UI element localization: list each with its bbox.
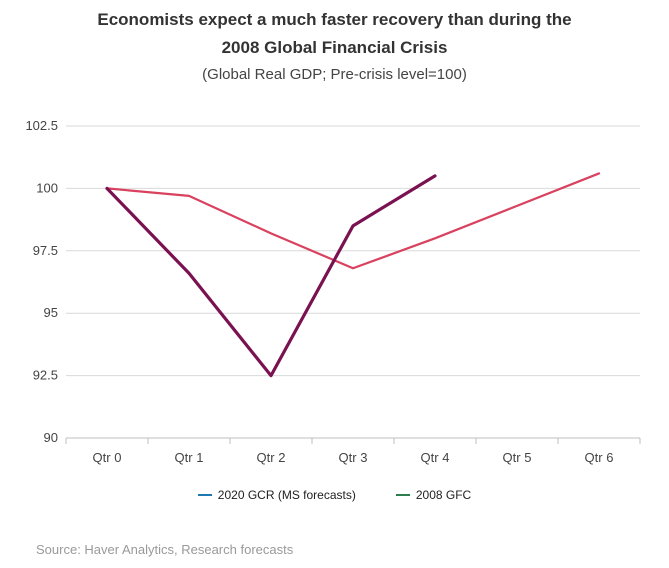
y-tick-label: 95 bbox=[44, 305, 58, 320]
x-tick-label: Qtr 3 bbox=[339, 450, 368, 465]
x-tick-label: Qtr 0 bbox=[93, 450, 122, 465]
legend-swatch-2020 bbox=[197, 494, 212, 496]
series-line-2020-gcr bbox=[105, 174, 437, 378]
x-tick-label: Qtr 4 bbox=[421, 450, 450, 465]
chart-title-line2: 2008 Global Financial Crisis bbox=[221, 38, 448, 57]
y-tick-label: 102.5 bbox=[25, 118, 58, 133]
y-tick-label: 92.5 bbox=[33, 368, 58, 383]
y-tick-label: 100 bbox=[36, 180, 58, 195]
x-tick-label: Qtr 6 bbox=[585, 450, 614, 465]
legend-item-2020: 2020 GCR (MS forecasts) bbox=[197, 488, 356, 502]
x-tick-label: Qtr 2 bbox=[257, 450, 286, 465]
legend: 2020 GCR (MS forecasts) 2008 GFC bbox=[0, 488, 669, 502]
legend-item-2008: 2008 GFC bbox=[395, 488, 472, 502]
y-tick-label: 90 bbox=[44, 430, 58, 445]
chart-subtitle: (Global Real GDP; Pre-crisis level=100) bbox=[202, 66, 467, 83]
legend-label-2020: 2020 GCR (MS forecasts) bbox=[217, 488, 356, 502]
x-tick-label: Qtr 5 bbox=[503, 450, 532, 465]
chart-title-line1: Economists expect a much faster recovery… bbox=[97, 10, 572, 29]
y-tick-label: 97.5 bbox=[33, 243, 58, 258]
x-tick-label: Qtr 1 bbox=[175, 450, 204, 465]
legend-swatch-2008 bbox=[395, 494, 410, 496]
legend-label-2008: 2008 GFC bbox=[415, 488, 472, 502]
source-note: Source: Haver Analytics, Research foreca… bbox=[36, 542, 294, 557]
series-line-2008-gfc bbox=[105, 172, 601, 270]
